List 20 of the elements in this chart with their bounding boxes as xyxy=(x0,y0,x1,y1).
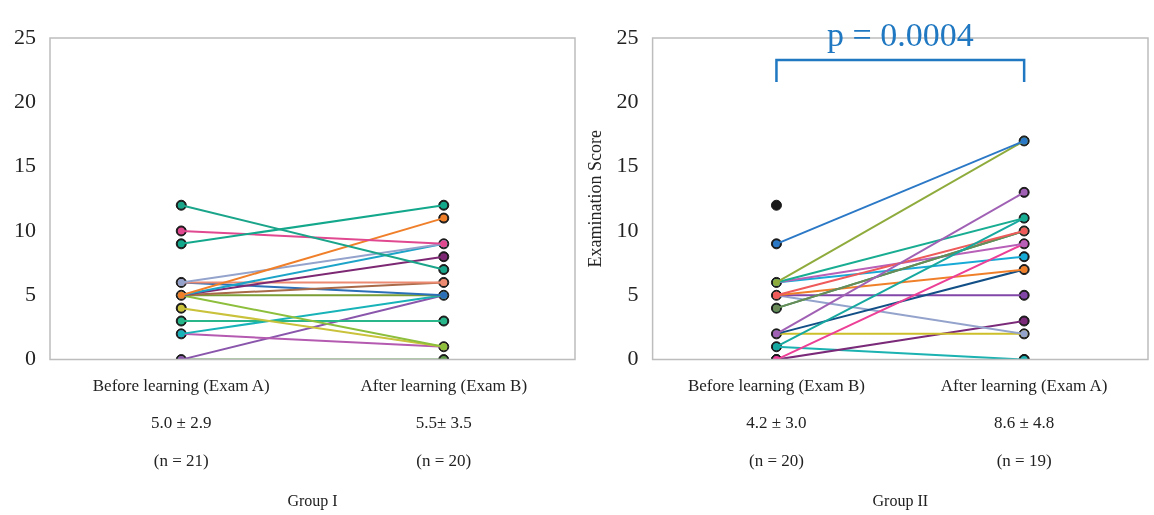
y-tick-label: 25 xyxy=(14,23,36,49)
y-tick-label: 10 xyxy=(14,216,36,242)
y-tick-label: 5 xyxy=(25,281,36,307)
x-tick-label: After learning (Exam B) 5.5± 3.5 (n = 20) xyxy=(360,375,528,470)
y-tick-label: 0 xyxy=(627,345,639,371)
y-tick-label: 0 xyxy=(25,345,36,371)
x-axis-title: Group I xyxy=(287,491,338,510)
y-tick-label: 10 xyxy=(616,216,639,242)
annotation: p = 0.0004 xyxy=(826,15,974,53)
x-tick-label: Before learning (Exam B) 4.2 ± 3.0 (n = 20) xyxy=(687,375,865,470)
x-tick-label: After learning (Exam A) 8.6 ± 4.8 (n = 19) xyxy=(940,375,1108,470)
x-axis-title: Group II xyxy=(872,491,929,510)
x-tick-label: Before learning (Exam A) 5.0 ± 2.9 (n = 21) xyxy=(92,375,270,470)
y-tick-label: 20 xyxy=(14,88,36,114)
y-tick-label: 25 xyxy=(616,23,639,49)
y-tick-label: 20 xyxy=(616,88,639,114)
y-tick-label: 15 xyxy=(616,152,639,178)
y-tick-label: 5 xyxy=(627,281,639,307)
y-axis-title: Examination Score xyxy=(584,130,605,268)
y-tick-label: 15 xyxy=(14,152,36,178)
